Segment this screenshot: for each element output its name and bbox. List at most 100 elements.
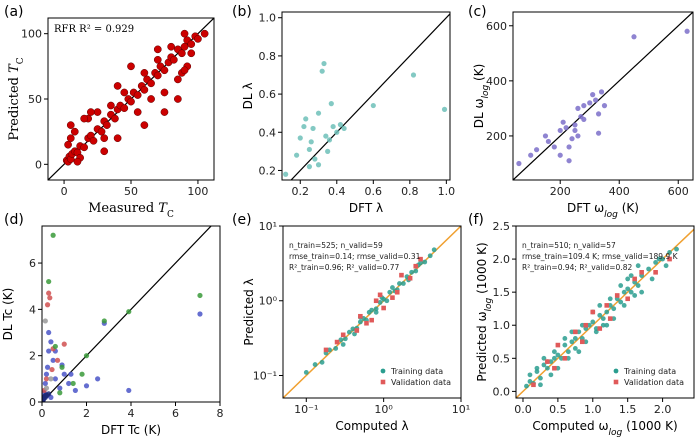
panel-b: (b) 0.2 0.4 0.6 0.8 1.0 0.2 0.4 0.6 0.8 1.0 DFT λ DL… bbox=[232, 4, 455, 215]
data-point bbox=[621, 302, 627, 308]
data-point bbox=[315, 162, 322, 168]
data-point bbox=[656, 256, 662, 262]
x-tick-label: 0.0 bbox=[514, 403, 532, 416]
data-point bbox=[337, 122, 344, 128]
stats-line: R²_train=0.94; R²_valid=0.82 bbox=[522, 263, 632, 272]
data-point bbox=[66, 380, 72, 387]
diagonal-line bbox=[42, 226, 212, 402]
data-point bbox=[140, 121, 149, 129]
data-point bbox=[95, 376, 101, 382]
data-point bbox=[306, 164, 312, 170]
data-point bbox=[111, 114, 119, 123]
data-point bbox=[68, 371, 74, 377]
x-axis-label: Computed ωlog (1000 K) bbox=[532, 419, 677, 438]
axes-frame bbox=[282, 225, 462, 399]
legend-marker bbox=[613, 368, 619, 374]
data-point bbox=[140, 69, 149, 77]
data-point bbox=[575, 105, 581, 111]
data-point bbox=[635, 283, 641, 288]
data-point bbox=[441, 106, 448, 112]
data-point bbox=[373, 309, 379, 315]
data-point bbox=[595, 130, 602, 136]
data-point bbox=[147, 79, 155, 88]
data-point bbox=[44, 364, 51, 370]
stats-line: n_train=510; n_valid=57 bbox=[522, 241, 616, 250]
y-axis-label: DL ωlog (K) bbox=[472, 64, 491, 129]
data-point bbox=[61, 341, 67, 347]
data-point bbox=[328, 101, 334, 107]
data-point bbox=[153, 71, 162, 80]
y-tick-label: 1.0 bbox=[259, 12, 277, 25]
data-point bbox=[73, 157, 82, 166]
y-tick-label: 2 bbox=[29, 350, 36, 363]
x-tick-label: 100 bbox=[187, 185, 208, 198]
data-point bbox=[66, 134, 75, 143]
data-point bbox=[569, 339, 575, 345]
legend-marker bbox=[380, 368, 386, 374]
y-tick-label: 10⁰ bbox=[259, 295, 278, 308]
data-point bbox=[57, 385, 63, 391]
data-point bbox=[555, 342, 561, 348]
data-point bbox=[57, 390, 63, 396]
data-point bbox=[72, 387, 78, 394]
panel-label: (c) bbox=[468, 4, 487, 20]
legend-marker bbox=[380, 379, 386, 385]
axes-frame bbox=[281, 11, 451, 181]
data-point bbox=[369, 317, 374, 323]
x-tick-label: 0.8 bbox=[401, 185, 419, 198]
data-point bbox=[628, 289, 634, 295]
data-point bbox=[597, 312, 603, 318]
data-point bbox=[310, 125, 316, 132]
x-tick-label: 10⁻¹ bbox=[294, 403, 318, 416]
plot-area bbox=[513, 12, 693, 180]
plot-area bbox=[48, 18, 214, 180]
x-axis-label: DFT ωlog (K) bbox=[567, 201, 639, 220]
data-point bbox=[308, 139, 314, 145]
data-point bbox=[413, 263, 419, 269]
data-point bbox=[601, 103, 608, 109]
data-point bbox=[301, 123, 307, 130]
y-tick-label: 0 bbox=[35, 158, 42, 171]
data-point bbox=[350, 326, 356, 332]
data-point bbox=[126, 309, 132, 315]
data-point bbox=[126, 387, 132, 394]
data-point bbox=[418, 256, 423, 262]
data-point bbox=[312, 156, 318, 162]
data-point bbox=[358, 313, 363, 319]
data-point bbox=[390, 285, 395, 290]
data-point bbox=[59, 364, 65, 370]
data-point bbox=[97, 127, 106, 136]
data-point bbox=[153, 55, 162, 64]
data-point bbox=[534, 369, 540, 374]
data-point bbox=[639, 270, 644, 275]
data-point bbox=[604, 309, 610, 315]
data-point bbox=[327, 347, 332, 353]
data-point bbox=[598, 89, 605, 95]
data-point bbox=[46, 391, 52, 397]
x-tick-label: 1.5 bbox=[619, 403, 637, 416]
plot-area bbox=[283, 226, 461, 398]
data-point bbox=[54, 357, 61, 363]
panel-label: (a) bbox=[4, 4, 24, 20]
x-tick-label: 2.0 bbox=[654, 403, 672, 416]
data-point bbox=[625, 286, 631, 292]
data-point bbox=[373, 298, 379, 304]
data-point bbox=[340, 332, 346, 338]
x-tick-label: 1.0 bbox=[584, 403, 602, 416]
data-point bbox=[534, 365, 540, 371]
y-axis-label: Predicted ωlog (1000 K) bbox=[475, 242, 494, 381]
data-point bbox=[587, 100, 593, 106]
x-tick-label: 400 bbox=[609, 185, 630, 198]
data-point bbox=[120, 88, 129, 97]
data-point bbox=[384, 298, 390, 304]
y-tick-label: 0 bbox=[29, 396, 36, 409]
stats-line: R²_train=0.96; R²_valid=0.77 bbox=[289, 263, 399, 272]
data-point bbox=[572, 122, 578, 128]
data-point bbox=[565, 349, 571, 355]
axes-frame bbox=[41, 225, 221, 403]
y-tick-label: 2.0 bbox=[493, 253, 511, 266]
y-tick-label: 0.2 bbox=[259, 164, 277, 177]
data-point bbox=[557, 152, 563, 158]
data-point bbox=[50, 232, 56, 238]
